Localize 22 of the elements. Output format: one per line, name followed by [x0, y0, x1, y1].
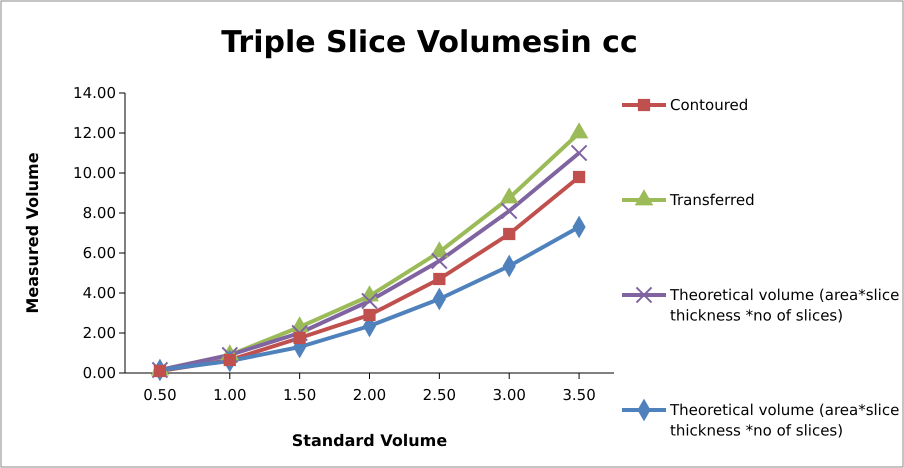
- y-tick-label: 2.00: [82, 324, 116, 342]
- legend-label: Theoretical volume (area*slice thickness *no of slices): [669, 401, 900, 440]
- y-tick-label: 10.00: [73, 164, 116, 182]
- y-tick-label: 6.00: [82, 244, 116, 262]
- x-tick-label: 1.00: [213, 386, 246, 404]
- legend-label: Contoured: [670, 96, 748, 114]
- y-axis-title: Measured Volume: [23, 152, 42, 314]
- y-tick-label: 12.00: [73, 124, 116, 142]
- x-tick-label: 2.50: [422, 386, 456, 404]
- y-tick-label: 8.00: [82, 204, 116, 222]
- x-tick-label: 3.50: [562, 386, 596, 404]
- x-axis-title: Standard Volume: [292, 431, 448, 450]
- chart-title: Triple Slice Volumesin cc: [221, 25, 638, 60]
- x-tick-label: 0.50: [143, 386, 177, 404]
- x-tick-label: 1.50: [282, 386, 316, 404]
- legend-label: Transferred: [669, 191, 755, 209]
- x-tick-label: 3.00: [492, 386, 526, 404]
- legend-label: Theoretical volume (area*slice thickness *no of slices): [669, 286, 900, 324]
- x-tick-label: 2.00: [352, 386, 386, 404]
- y-tick-label: 14.00: [73, 84, 116, 102]
- y-tick-label: 0.00: [82, 364, 116, 382]
- y-tick-label: 4.00: [82, 284, 116, 302]
